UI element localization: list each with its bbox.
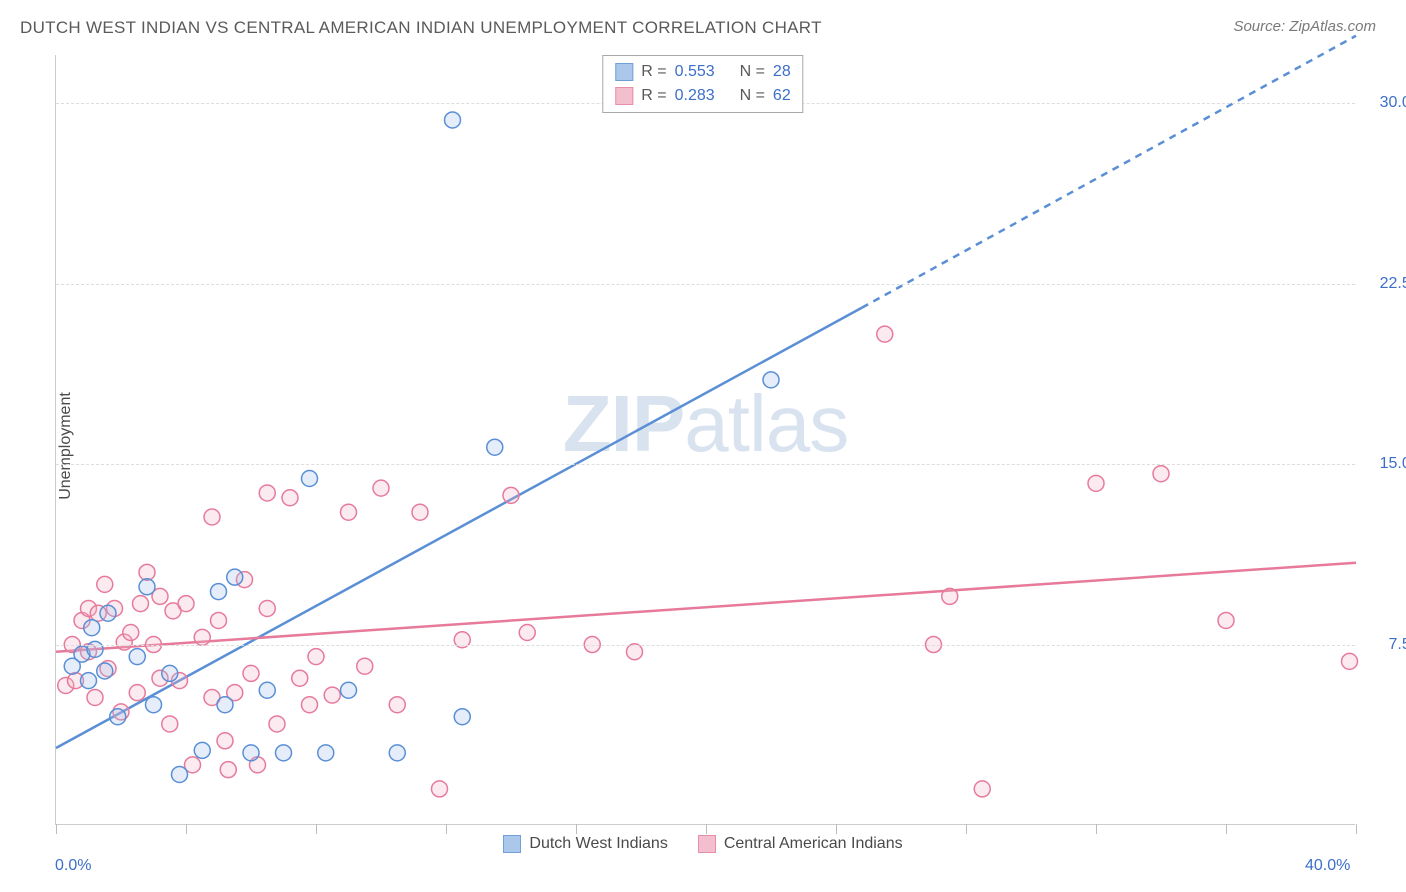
legend-swatch-pink (615, 87, 633, 105)
y-tick-label: 7.5% (1389, 636, 1406, 654)
plot-area: ZIPatlas 7.5%15.0%22.5%30.0% (55, 55, 1355, 825)
x-tick (316, 824, 317, 834)
x-tick (576, 824, 577, 834)
legend-row-1: R = 0.553 N = 28 (615, 60, 790, 84)
y-tick-label: 30.0% (1380, 94, 1406, 112)
r-value-1: 0.553 (675, 60, 715, 84)
legend-series: Dutch West Indians Central American Indi… (0, 835, 1406, 853)
x-tick (966, 824, 967, 834)
x-tick (446, 824, 447, 834)
x-tick (1096, 824, 1097, 834)
chart-title: DUTCH WEST INDIAN VS CENTRAL AMERICAN IN… (20, 18, 822, 38)
legend-swatch-blue-2 (503, 835, 521, 853)
r-value-2: 0.283 (675, 84, 715, 108)
y-tick-label: 22.5% (1380, 275, 1406, 293)
n-label-2: N = (740, 84, 765, 108)
x-tick (186, 824, 187, 834)
x-tick (1226, 824, 1227, 834)
chart-container: DUTCH WEST INDIAN VS CENTRAL AMERICAN IN… (0, 0, 1406, 892)
n-value-2: 62 (773, 84, 791, 108)
y-tick-label: 15.0% (1380, 455, 1406, 473)
x-axis-end-label: 40.0% (1305, 857, 1350, 875)
source-attribution: Source: ZipAtlas.com (1233, 18, 1376, 35)
n-value-1: 28 (773, 60, 791, 84)
n-label: N = (740, 60, 765, 84)
legend-label-1: Dutch West Indians (529, 835, 667, 853)
gridline (56, 284, 1355, 285)
legend-label-2: Central American Indians (724, 835, 903, 853)
chart-svg (56, 55, 1355, 824)
x-tick (56, 824, 57, 834)
legend-item-2: Central American Indians (698, 835, 903, 853)
x-axis-origin-label: 0.0% (55, 857, 91, 875)
x-tick (1356, 824, 1357, 834)
gridline (56, 645, 1355, 646)
legend-item-1: Dutch West Indians (503, 835, 667, 853)
r-label-2: R = (641, 84, 666, 108)
r-label: R = (641, 60, 666, 84)
legend-correlation: R = 0.553 N = 28 R = 0.283 N = 62 (602, 55, 803, 113)
gridline (56, 464, 1355, 465)
legend-row-2: R = 0.283 N = 62 (615, 84, 790, 108)
legend-swatch-blue (615, 63, 633, 81)
x-tick (836, 824, 837, 834)
legend-swatch-pink-2 (698, 835, 716, 853)
x-tick (706, 824, 707, 834)
